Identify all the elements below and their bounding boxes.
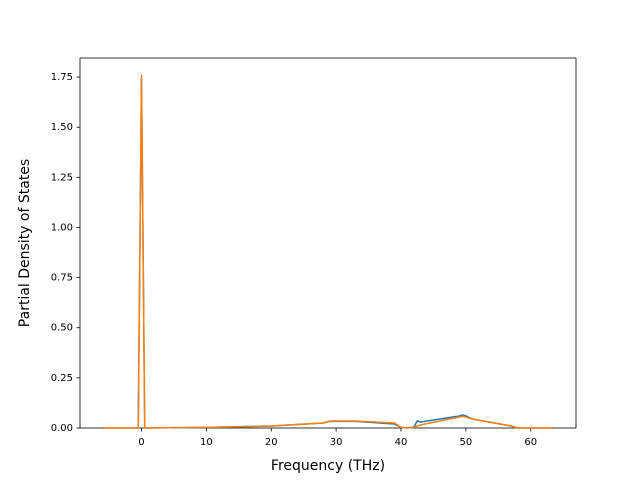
x-axis-title: Frequency (THz): [271, 458, 385, 474]
y-tick-label: 0.75: [51, 273, 73, 284]
x-tick-label: 30: [330, 437, 343, 448]
y-tick-label: 1.50: [51, 122, 73, 133]
y-tick-label: 1.75: [51, 72, 73, 83]
x-tick-label: 60: [524, 437, 537, 448]
x-tick-label: 0: [138, 437, 144, 448]
plot-frame: [79, 57, 577, 429]
y-tick-label: 1.00: [51, 222, 73, 233]
x-tick-label: 10: [200, 437, 213, 448]
y-axis-title: Partial Density of States: [17, 159, 33, 327]
x-tick-label: 20: [265, 437, 278, 448]
y-tick-label: 0.00: [51, 423, 73, 434]
x-tick-label: 50: [459, 437, 472, 448]
y-tick-label: 0.25: [51, 373, 73, 384]
line-series: [102, 78, 554, 429]
y-tick-label: 1.25: [51, 172, 73, 183]
y-tick-label: 0.50: [51, 323, 73, 334]
x-tick-label: 40: [395, 437, 408, 448]
line-series: [102, 74, 554, 429]
